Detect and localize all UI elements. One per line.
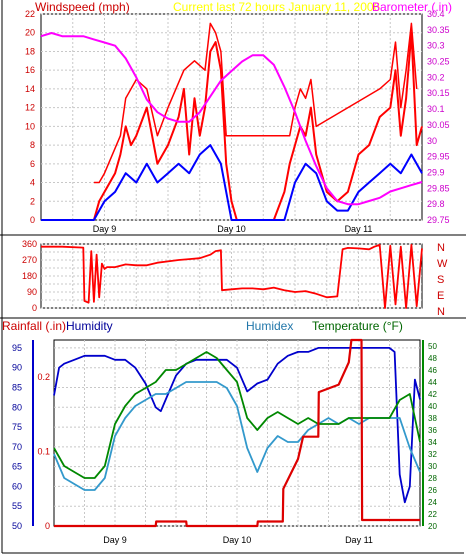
humidity-tick-label: 80 [12, 402, 22, 412]
temperature-tick-label: 50 [428, 342, 437, 351]
rainfall-tick-label: 0.2 [37, 372, 50, 382]
x-tick-label: Day 11 [345, 224, 373, 234]
rainfall-tick-label: 0 [45, 521, 50, 531]
series-wind-gust [93, 22, 418, 184]
wind-tick-label: 8 [30, 140, 35, 150]
wind-tick-label: 14 [25, 84, 35, 94]
direction-tick-label: 180 [22, 271, 37, 281]
temperature-tick-label: 28 [428, 474, 437, 483]
compass-label: W [437, 258, 448, 270]
wind-barometer-panel: 0 2 4 6 8 10 12 14 16 18 20 22 29.75 29.8 29.85 29.9 29.… [25, 9, 450, 234]
x-tick-label: Day 9 [103, 535, 127, 545]
wind-tick-label: 16 [25, 65, 35, 75]
temperature-tick-label: 24 [428, 498, 437, 507]
barometer-tick-label: 30.4 [427, 9, 445, 19]
barometer-tick-label: 30.1 [427, 104, 445, 114]
temperature-tick-label: 48 [428, 354, 437, 363]
wind-tick-label: 2 [30, 196, 35, 206]
barometer-tick-label: 30.35 [427, 25, 450, 35]
legend-humidity: Humidity [66, 319, 113, 333]
barometer-tick-label: 30.05 [427, 120, 450, 130]
humidity-tick-label: 70 [12, 442, 22, 452]
x-tick-label: Day 9 [93, 224, 117, 234]
chart-title: Current last 72 hours January 11, 2006 [173, 0, 381, 14]
barometer-tick-label: 30 [427, 136, 437, 146]
direction-tick-label: 0 [32, 303, 37, 313]
humidity-tick-label: 60 [12, 481, 22, 491]
compass-label: N [437, 242, 445, 254]
barometer-tick-label: 29.85 [427, 183, 450, 193]
humidity-temperature-panel: 50 55 60 65 70 75 80 85 90 95 0 0.1 0.2 20 22 24 26 28 30 3… [12, 338, 437, 545]
direction-tick-label: 270 [22, 255, 37, 265]
temperature-tick-label: 30 [428, 462, 437, 471]
wind-tick-label: 20 [25, 28, 35, 38]
rainfall-tick-label: 0.1 [37, 447, 50, 457]
barometer-tick-label: 29.95 [427, 152, 450, 162]
barometer-tick-label: 29.8 [427, 199, 445, 209]
series-rainfall [54, 338, 420, 528]
humidity-tick-label: 90 [12, 363, 22, 373]
humidity-tick-label: 95 [12, 343, 22, 353]
series-humidity [53, 346, 421, 504]
temperature-tick-label: 20 [428, 522, 437, 531]
barometer-tick-label: 30.2 [427, 72, 445, 82]
humidity-tick-label: 75 [12, 422, 22, 432]
temperature-tick-label: 32 [428, 450, 437, 459]
wind-tick-label: 22 [25, 9, 35, 19]
temperature-tick-label: 38 [428, 414, 437, 423]
temperature-tick-label: 42 [428, 390, 437, 399]
temperature-tick-label: 34 [428, 438, 437, 447]
plot-area [40, 13, 423, 221]
humidity-tick-label: 50 [12, 521, 22, 531]
barometer-tick-label: 29.75 [427, 215, 450, 225]
temperature-tick-label: 22 [428, 510, 437, 519]
wind-tick-label: 18 [25, 46, 35, 56]
x-tick-label: Day 10 [223, 535, 252, 545]
direction-tick-label: 360 [22, 239, 37, 249]
wind-tick-label: 0 [30, 215, 35, 225]
temperature-tick-label: 46 [428, 366, 437, 375]
series-barometer [40, 32, 423, 206]
barometer-tick-label: 29.9 [427, 167, 445, 177]
barometer-axis-label: Barometer (.in) [372, 0, 452, 14]
compass-label: N [437, 306, 445, 318]
x-tick-label: Day 11 [345, 535, 373, 545]
temperature-tick-label: 36 [428, 426, 437, 435]
humidity-tick-label: 65 [12, 462, 22, 472]
x-tick-label: Day 10 [217, 224, 246, 234]
wind-tick-label: 10 [25, 121, 35, 131]
humidity-tick-label: 85 [12, 382, 22, 392]
barometer-tick-label: 30.3 [427, 41, 445, 51]
temperature-tick-label: 44 [428, 378, 437, 387]
series-average-speed [41, 144, 423, 221]
humidity-tick-label: 55 [12, 501, 22, 511]
compass-label: S [437, 274, 444, 286]
direction-tick-label: 90 [27, 287, 37, 297]
wind-tick-label: 12 [25, 103, 35, 113]
wind-tick-label: 4 [30, 178, 35, 188]
temperature-tick-label: 40 [428, 402, 437, 411]
series-wind-direction [41, 243, 423, 309]
legend-humidex: Humidex [246, 319, 293, 333]
wind-tick-label: 6 [30, 159, 35, 169]
wind-axis-label: Windspeed (mph) [35, 0, 130, 14]
series-temperature [53, 351, 421, 479]
temperature-tick-label: 26 [428, 486, 437, 495]
barometer-tick-label: 30.15 [427, 88, 450, 98]
legend-temperature: Temperature (°F) [312, 319, 403, 333]
series-humidex [53, 381, 421, 491]
compass-label: E [437, 290, 444, 302]
barometer-tick-label: 30.25 [427, 57, 450, 67]
legend-rainfall: Rainfall (.in) [2, 319, 66, 333]
